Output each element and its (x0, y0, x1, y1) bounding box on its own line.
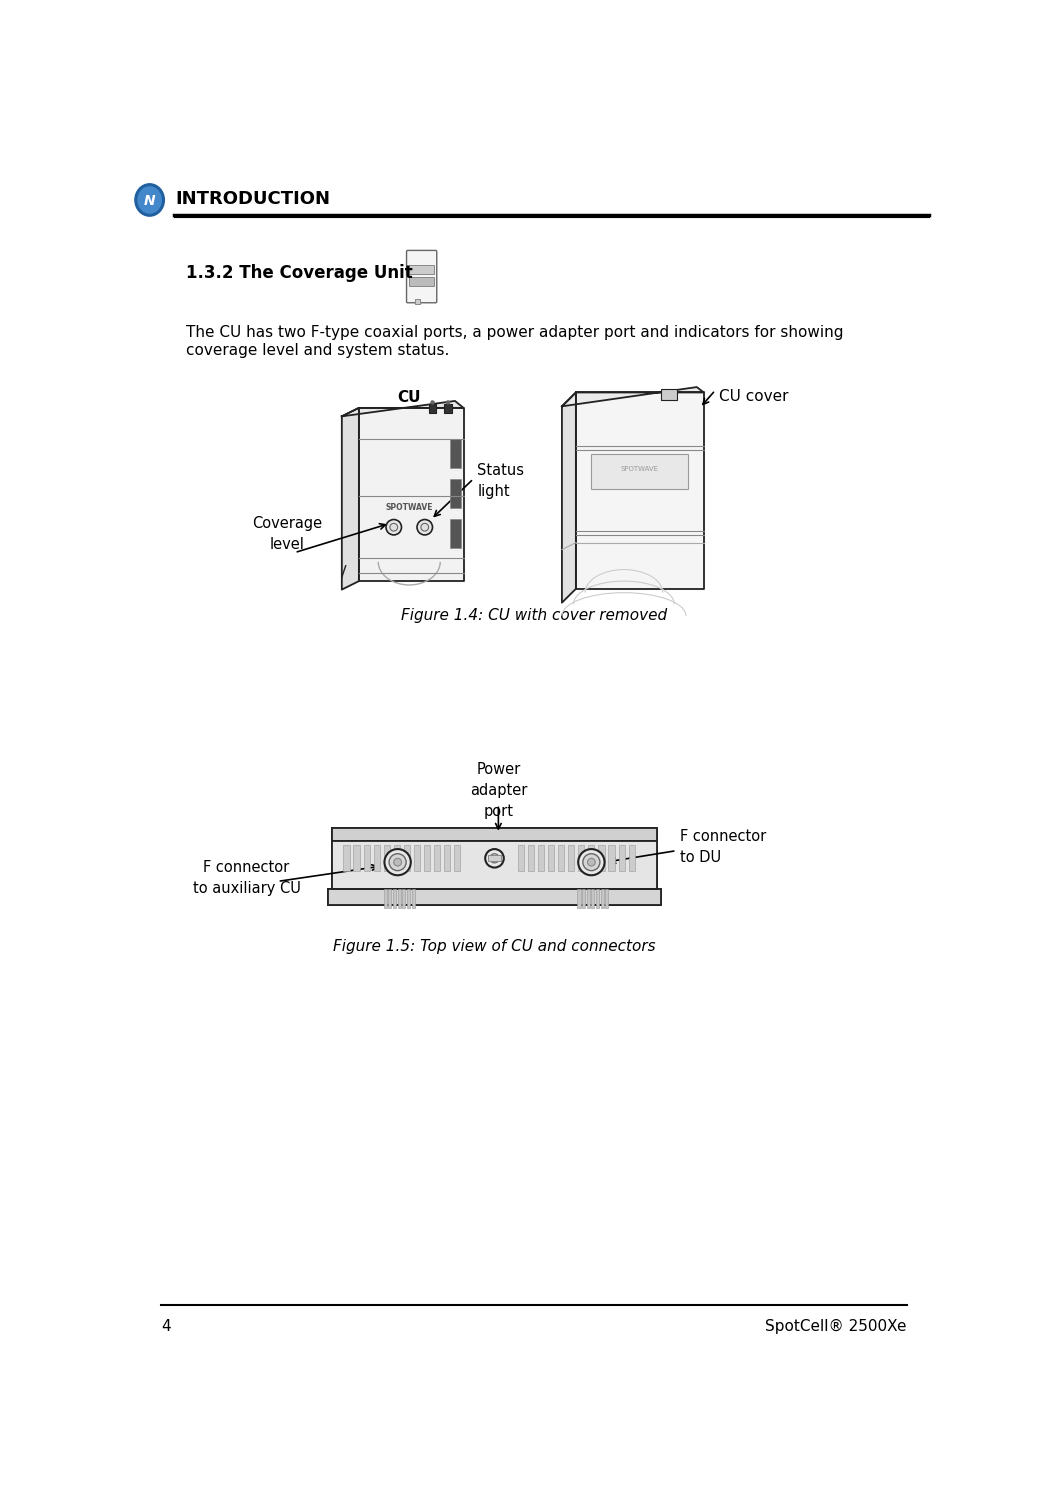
Text: Figure 1.5: Top view of CU and connectors: Figure 1.5: Top view of CU and connector… (333, 940, 655, 955)
FancyBboxPatch shape (406, 250, 437, 303)
Bar (661, 389, 676, 401)
Bar (587, 889, 590, 908)
Text: SPOTWAVE: SPOTWAVE (386, 503, 433, 512)
Bar (449, 518, 462, 548)
Text: CU: CU (397, 390, 421, 405)
Bar (410, 265, 435, 274)
Circle shape (446, 401, 449, 404)
Text: F connector
to auxiliary CU: F connector to auxiliary CU (193, 860, 300, 896)
Bar (407, 889, 410, 908)
Text: Power
adapter
port: Power adapter port (470, 762, 527, 819)
Bar (404, 845, 410, 870)
Polygon shape (342, 408, 358, 589)
Circle shape (582, 854, 600, 870)
Bar (353, 845, 359, 870)
Bar (548, 845, 554, 870)
Bar (412, 889, 415, 908)
Bar (582, 889, 586, 908)
Bar (568, 845, 574, 870)
Bar (331, 827, 658, 842)
Bar (402, 889, 405, 908)
Text: CU cover: CU cover (719, 389, 789, 404)
Bar (596, 889, 599, 908)
Text: Status
light: Status light (477, 464, 524, 500)
Bar (592, 455, 689, 489)
Bar (605, 889, 609, 908)
Bar (592, 889, 595, 908)
Bar (393, 889, 396, 908)
Text: 4: 4 (162, 1319, 171, 1334)
Bar (410, 277, 435, 286)
Circle shape (417, 520, 432, 535)
Circle shape (390, 524, 398, 532)
Bar (609, 845, 615, 870)
Bar (589, 845, 595, 870)
Bar (331, 842, 658, 889)
Bar (374, 845, 379, 870)
Bar (489, 855, 501, 861)
Bar (416, 300, 420, 304)
Ellipse shape (138, 187, 162, 212)
Bar (414, 845, 420, 870)
Circle shape (578, 849, 604, 875)
Circle shape (394, 858, 401, 866)
Polygon shape (562, 393, 576, 602)
Bar (538, 845, 544, 870)
Bar (577, 889, 580, 908)
Bar (559, 845, 565, 870)
Bar (394, 845, 400, 870)
Bar (528, 845, 535, 870)
Bar (344, 845, 349, 870)
Bar (389, 889, 392, 908)
Text: SPOTWAVE: SPOTWAVE (620, 467, 659, 473)
Bar (628, 845, 635, 870)
Text: N: N (144, 194, 155, 208)
Bar (444, 845, 450, 870)
Text: coverage level and system status.: coverage level and system status. (187, 343, 449, 358)
Bar (619, 845, 625, 870)
Bar (600, 889, 603, 908)
Bar (444, 404, 452, 413)
Circle shape (431, 401, 435, 404)
Circle shape (384, 849, 411, 875)
Circle shape (490, 854, 499, 863)
Polygon shape (576, 393, 703, 589)
Text: 1.3.2 The Coverage Unit: 1.3.2 The Coverage Unit (187, 264, 413, 282)
Text: INTRODUCTION: INTRODUCTION (175, 190, 330, 208)
Bar (424, 845, 430, 870)
Text: Coverage
level: Coverage level (252, 515, 322, 551)
Bar (383, 889, 387, 908)
Bar (449, 438, 462, 468)
Bar (428, 404, 437, 413)
Polygon shape (562, 387, 703, 407)
Bar (449, 479, 462, 508)
Circle shape (588, 858, 595, 866)
Ellipse shape (134, 184, 165, 217)
Text: F connector
to DU: F connector to DU (680, 828, 767, 864)
Bar (398, 889, 401, 908)
Circle shape (389, 854, 406, 870)
Text: The CU has two F-type coaxial ports, a power adapter port and indicators for sho: The CU has two F-type coaxial ports, a p… (187, 325, 844, 340)
Bar (454, 845, 461, 870)
Circle shape (386, 520, 401, 535)
Text: Figure 1.4: CU with cover removed: Figure 1.4: CU with cover removed (401, 608, 667, 623)
Polygon shape (358, 408, 464, 581)
Bar (598, 845, 604, 870)
Circle shape (486, 849, 503, 867)
Bar (578, 845, 585, 870)
Bar (328, 889, 661, 905)
Circle shape (421, 524, 428, 532)
Polygon shape (342, 401, 464, 416)
Bar (435, 845, 441, 870)
Bar (383, 845, 390, 870)
Bar (518, 845, 524, 870)
Text: SpotCell® 2500Xe: SpotCell® 2500Xe (765, 1319, 907, 1334)
Bar (364, 845, 370, 870)
